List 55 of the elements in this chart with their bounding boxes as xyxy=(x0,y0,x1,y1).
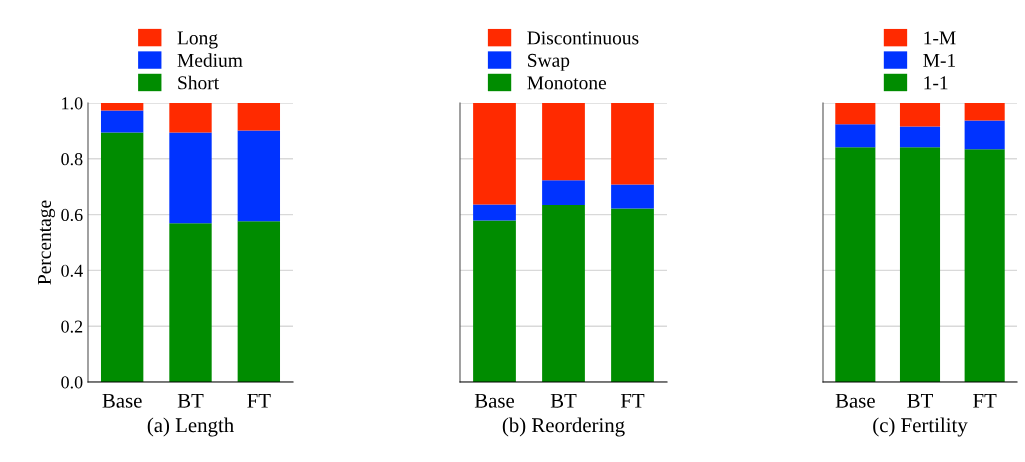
x-tick-label: Base xyxy=(102,393,142,408)
bar xyxy=(100,110,144,133)
bar xyxy=(835,124,876,148)
legend-label: M-1 xyxy=(923,53,956,67)
x-tick-label: BT xyxy=(907,393,933,408)
x-tick-label: FT xyxy=(247,393,271,408)
x-axis-title: (c) Fertility xyxy=(873,417,968,437)
bar xyxy=(100,132,144,382)
legend-label: Monotone xyxy=(527,76,607,90)
bar xyxy=(473,204,516,221)
legend-label: Long xyxy=(177,31,218,49)
x-tick-label: FT xyxy=(620,393,645,408)
bar xyxy=(835,147,876,382)
bar xyxy=(964,149,1005,382)
x-tick-label: Base xyxy=(474,393,515,408)
y-tick-label: 0.0 xyxy=(61,376,83,389)
x-axis-title: (b) Reordering xyxy=(502,417,625,437)
bar xyxy=(169,223,212,382)
bar xyxy=(169,132,212,224)
y-axis-title: Percentage xyxy=(38,200,56,285)
bar xyxy=(169,103,212,133)
legend-label: Short xyxy=(178,75,220,90)
legend-label: Medium xyxy=(177,53,243,67)
bar xyxy=(237,103,281,131)
bar xyxy=(237,130,281,222)
bar xyxy=(835,103,876,125)
x-tick-label: FT xyxy=(973,393,997,408)
bar xyxy=(473,103,516,205)
legend-label: 1-1 xyxy=(924,76,948,90)
x-axis-title: (a) Length xyxy=(147,417,234,437)
bar xyxy=(542,180,585,206)
legend-label: Discontinuous xyxy=(527,31,639,45)
bar xyxy=(542,205,585,382)
x-tick-label: BT xyxy=(177,393,204,408)
y-tick-label: 0.4 xyxy=(61,264,83,277)
bar xyxy=(899,126,941,148)
bar xyxy=(237,221,281,382)
y-tick-label: 1.0 xyxy=(62,97,83,110)
bar xyxy=(611,184,654,209)
bar xyxy=(611,103,654,185)
legend-label: Swap xyxy=(528,53,570,71)
x-tick-label: Base xyxy=(835,393,875,408)
bar xyxy=(964,120,1005,150)
legend-label: 1-M xyxy=(924,31,956,45)
bar xyxy=(899,147,941,382)
bar xyxy=(964,103,1005,121)
bar xyxy=(473,220,516,382)
y-tick-label: 0.6 xyxy=(61,208,83,222)
bar xyxy=(899,103,941,127)
bar xyxy=(542,103,585,181)
y-tick-label: 0.2 xyxy=(61,320,83,333)
y-tick-label: 0.8 xyxy=(61,153,83,166)
bar xyxy=(611,208,654,382)
bar xyxy=(100,103,144,111)
x-tick-label: BT xyxy=(550,393,577,408)
